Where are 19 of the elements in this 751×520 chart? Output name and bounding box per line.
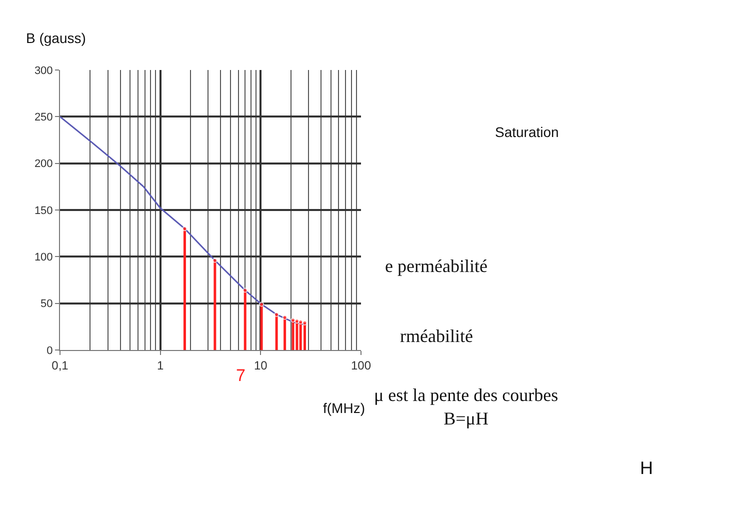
x-tick-label: 10 <box>254 358 268 372</box>
y-tick-label: 250 <box>34 112 53 124</box>
x-tick-label: 1 <box>156 358 164 372</box>
y-tick-label: 150 <box>34 204 53 217</box>
y-tick-label: 200 <box>34 158 53 170</box>
y-tick-label: 300 <box>34 64 53 77</box>
text: e perméabilité <box>385 256 488 276</box>
y-tick-label: 50 <box>40 298 53 310</box>
text: H <box>640 458 653 478</box>
x-axis-title: f(MHz) <box>323 400 365 416</box>
text: μ est la pente des courbes B=μH <box>374 385 558 428</box>
text: rméabilité <box>400 326 473 346</box>
y-tick-label: 0 <box>46 344 53 357</box>
y-tick-label: 100 <box>34 252 53 264</box>
text: Saturation <box>495 124 559 140</box>
x-tick-label: 0,1 <box>52 358 69 372</box>
x-tick-label: 100 <box>350 358 372 372</box>
y-axis-title: B (gauss) <box>26 30 86 46</box>
text: 7 <box>236 366 246 385</box>
